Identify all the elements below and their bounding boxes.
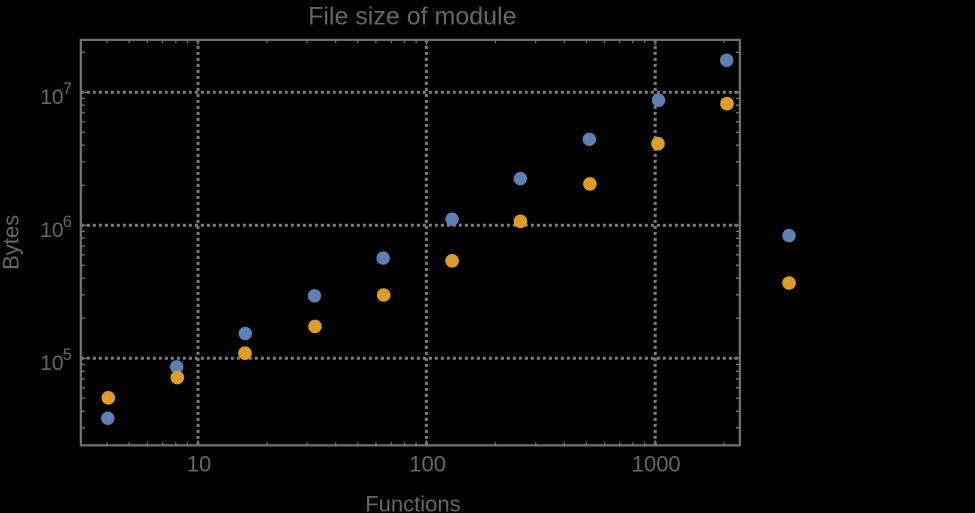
- svg-text:Bytes: Bytes: [0, 215, 24, 270]
- svg-text:File size of module: File size of module: [308, 3, 516, 31]
- svg-text:Functions: Functions: [365, 491, 460, 513]
- svg-text:100: 100: [409, 452, 446, 477]
- svg-text:1000: 1000: [632, 452, 681, 477]
- svg-text:10: 10: [187, 452, 211, 477]
